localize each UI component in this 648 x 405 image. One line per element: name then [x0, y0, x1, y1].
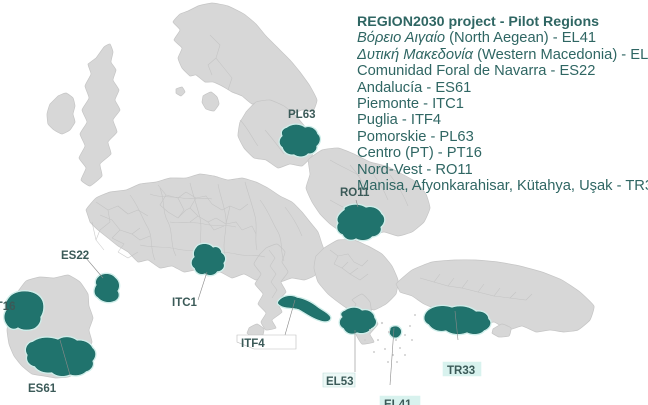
svg-text:TR33: TR33 — [447, 365, 475, 377]
svg-text:PT16: PT16 — [0, 301, 16, 313]
svg-text:ES61: ES61 — [28, 383, 57, 395]
svg-text:ES22: ES22 — [61, 250, 89, 262]
svg-text:ITF4: ITF4 — [241, 338, 265, 350]
svg-text:EL41: EL41 — [384, 399, 412, 405]
svg-text:ITC1: ITC1 — [172, 297, 198, 309]
svg-text:EL53: EL53 — [326, 376, 354, 388]
svg-text:PL63: PL63 — [288, 109, 316, 121]
